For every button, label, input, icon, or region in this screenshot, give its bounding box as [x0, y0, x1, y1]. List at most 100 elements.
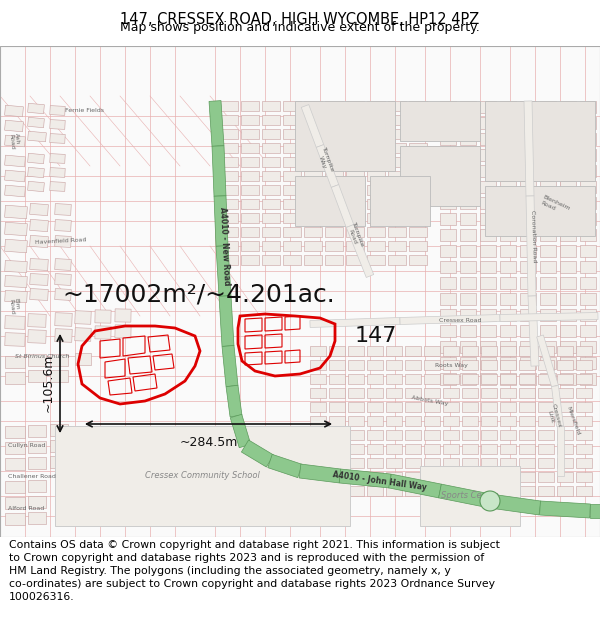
Polygon shape — [500, 346, 516, 356]
Polygon shape — [557, 444, 573, 454]
Polygon shape — [55, 312, 72, 326]
Polygon shape — [388, 171, 406, 181]
Text: Turnpike
Way: Turnpike Way — [316, 147, 335, 175]
Polygon shape — [28, 330, 46, 343]
Polygon shape — [440, 325, 456, 337]
Polygon shape — [540, 357, 556, 369]
Polygon shape — [424, 360, 440, 370]
Polygon shape — [519, 444, 535, 454]
Polygon shape — [329, 360, 345, 370]
Polygon shape — [310, 486, 326, 496]
Polygon shape — [331, 184, 354, 228]
Polygon shape — [262, 227, 280, 237]
Polygon shape — [5, 426, 25, 438]
Polygon shape — [50, 354, 68, 366]
Polygon shape — [520, 213, 536, 225]
Polygon shape — [5, 497, 25, 509]
Polygon shape — [409, 255, 427, 265]
Polygon shape — [500, 416, 516, 426]
Bar — [485, 101, 595, 181]
Polygon shape — [386, 346, 402, 356]
Polygon shape — [219, 296, 234, 346]
Polygon shape — [480, 325, 496, 337]
Polygon shape — [440, 197, 456, 209]
Polygon shape — [440, 133, 456, 145]
Polygon shape — [5, 372, 25, 384]
Polygon shape — [520, 165, 536, 177]
Polygon shape — [283, 171, 301, 181]
Polygon shape — [520, 261, 536, 273]
Polygon shape — [388, 115, 406, 125]
Polygon shape — [557, 458, 573, 468]
Polygon shape — [500, 117, 516, 129]
Polygon shape — [519, 402, 535, 412]
Polygon shape — [400, 314, 500, 324]
Text: Alford Road: Alford Road — [8, 506, 44, 511]
Polygon shape — [348, 374, 364, 384]
Polygon shape — [460, 373, 476, 385]
Polygon shape — [443, 430, 459, 440]
Polygon shape — [440, 309, 456, 321]
Polygon shape — [440, 341, 456, 353]
Polygon shape — [557, 388, 573, 398]
Polygon shape — [386, 416, 402, 426]
Polygon shape — [443, 444, 459, 454]
Polygon shape — [299, 464, 341, 483]
Polygon shape — [304, 157, 322, 167]
Polygon shape — [348, 346, 364, 356]
Polygon shape — [443, 416, 459, 426]
Polygon shape — [220, 157, 238, 167]
Polygon shape — [538, 444, 554, 454]
Polygon shape — [367, 227, 385, 237]
Polygon shape — [241, 129, 259, 139]
Polygon shape — [519, 346, 535, 356]
Polygon shape — [209, 101, 224, 146]
Polygon shape — [220, 227, 238, 237]
Polygon shape — [520, 101, 536, 113]
Polygon shape — [462, 430, 478, 440]
Bar — [370, 176, 430, 226]
Polygon shape — [560, 357, 576, 369]
Polygon shape — [443, 360, 459, 370]
Polygon shape — [386, 458, 402, 468]
Text: Cressex Community School: Cressex Community School — [145, 471, 260, 481]
Polygon shape — [538, 360, 554, 370]
Polygon shape — [409, 115, 427, 125]
Polygon shape — [500, 277, 516, 289]
Polygon shape — [405, 472, 421, 482]
Text: St Birinus Church: St Birinus Church — [15, 354, 70, 359]
Polygon shape — [262, 115, 280, 125]
Polygon shape — [367, 388, 383, 398]
Polygon shape — [5, 481, 25, 493]
Polygon shape — [28, 131, 46, 142]
Polygon shape — [500, 309, 516, 321]
Polygon shape — [460, 341, 476, 353]
Polygon shape — [580, 261, 596, 273]
Polygon shape — [283, 213, 301, 223]
Polygon shape — [55, 259, 71, 271]
Polygon shape — [262, 129, 280, 139]
Polygon shape — [283, 143, 301, 153]
Polygon shape — [28, 457, 46, 469]
Polygon shape — [500, 486, 516, 496]
Polygon shape — [367, 360, 383, 370]
Polygon shape — [538, 374, 554, 384]
Polygon shape — [519, 388, 535, 398]
Polygon shape — [481, 360, 497, 370]
Polygon shape — [519, 430, 535, 440]
Polygon shape — [540, 149, 556, 161]
Polygon shape — [367, 171, 385, 181]
Polygon shape — [576, 374, 592, 384]
Polygon shape — [386, 388, 402, 398]
Polygon shape — [538, 458, 554, 468]
Polygon shape — [310, 388, 326, 398]
Bar — [55, 426, 350, 526]
Text: Fernie Fields: Fernie Fields — [65, 109, 104, 114]
Polygon shape — [367, 157, 385, 167]
Polygon shape — [500, 213, 516, 225]
Polygon shape — [560, 261, 576, 273]
Polygon shape — [481, 444, 497, 454]
Polygon shape — [480, 149, 496, 161]
Text: Contains OS data © Crown copyright and database right 2021. This information is : Contains OS data © Crown copyright and d… — [9, 539, 500, 602]
Polygon shape — [367, 199, 385, 209]
